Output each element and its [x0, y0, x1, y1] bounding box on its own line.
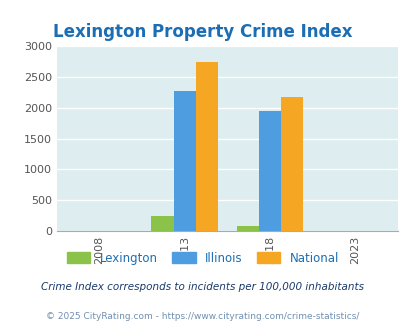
Bar: [280, 97, 303, 231]
Bar: [173, 91, 195, 231]
Text: Crime Index corresponds to incidents per 100,000 inhabitants: Crime Index corresponds to incidents per…: [41, 282, 364, 292]
Legend: Lexington, Illinois, National: Lexington, Illinois, National: [62, 247, 343, 269]
Bar: [195, 62, 217, 231]
Bar: [236, 226, 258, 231]
Bar: [258, 111, 280, 231]
Text: © 2025 CityRating.com - https://www.cityrating.com/crime-statistics/: © 2025 CityRating.com - https://www.city…: [46, 312, 359, 321]
Text: Lexington Property Crime Index: Lexington Property Crime Index: [53, 23, 352, 41]
Bar: [151, 215, 173, 231]
